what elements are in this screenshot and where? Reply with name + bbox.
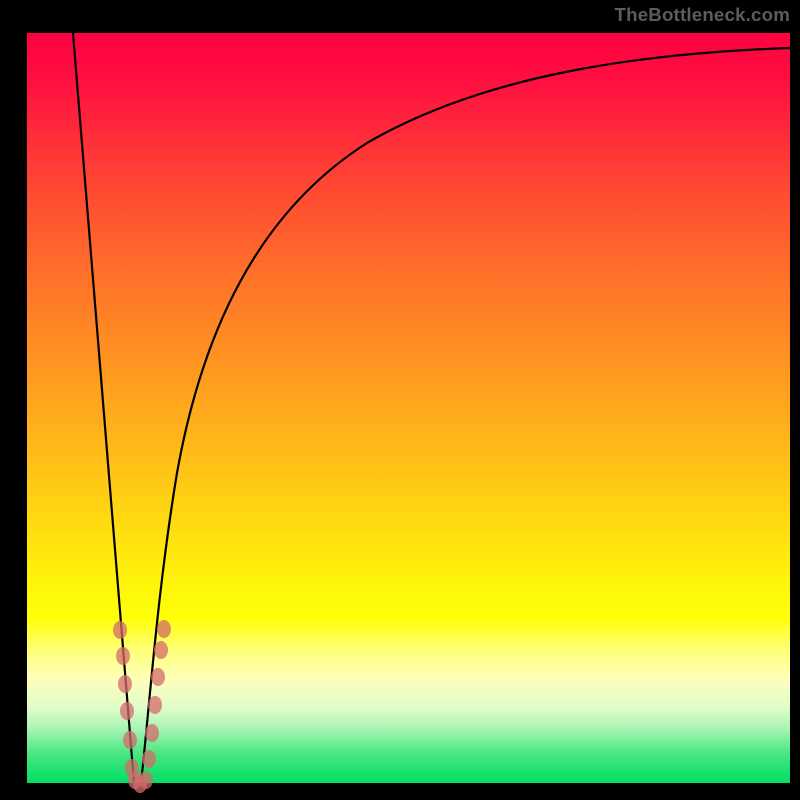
data-dot bbox=[148, 696, 162, 714]
data-dot bbox=[151, 668, 165, 686]
data-dot bbox=[139, 771, 153, 789]
data-dot bbox=[113, 621, 127, 639]
data-dot bbox=[120, 702, 134, 720]
plot-area bbox=[27, 33, 790, 783]
data-dot bbox=[116, 647, 130, 665]
data-dot bbox=[142, 750, 156, 768]
data-dot bbox=[123, 731, 137, 749]
data-dot bbox=[145, 724, 159, 742]
chart-frame: TheBottleneck.com bbox=[0, 0, 800, 800]
chart-svg bbox=[27, 33, 790, 783]
plot-background bbox=[27, 33, 790, 783]
data-dot bbox=[118, 675, 132, 693]
data-dot bbox=[154, 641, 168, 659]
watermark-text: TheBottleneck.com bbox=[615, 4, 791, 26]
data-dot bbox=[157, 620, 171, 638]
